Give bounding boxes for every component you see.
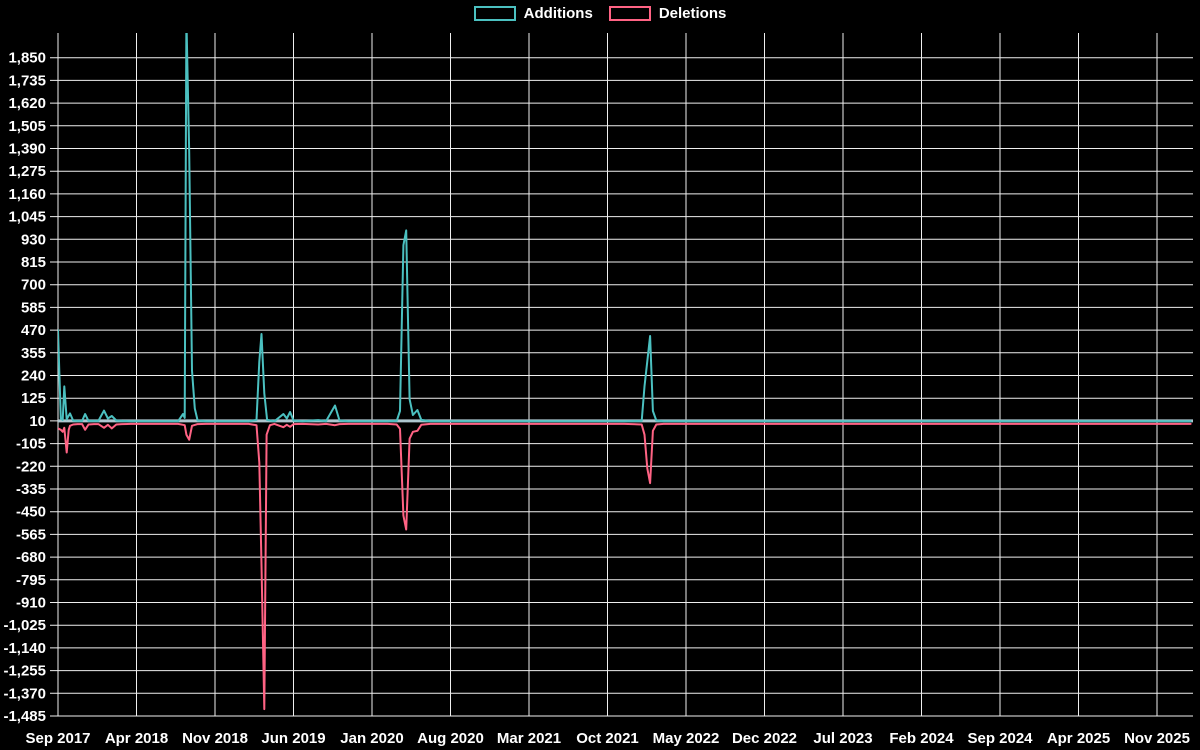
y-tick-label: -335 <box>16 481 46 498</box>
y-tick-label: 930 <box>21 231 46 248</box>
y-tick-label: -1,255 <box>3 663 46 680</box>
legend-item-deletions[interactable]: Deletions <box>608 5 727 22</box>
legend-label-additions: Additions <box>523 5 593 22</box>
y-tick-label: 355 <box>21 345 46 362</box>
deletions-line <box>58 422 1192 711</box>
x-tick-label: May 2022 <box>653 730 720 747</box>
y-tick-label: -105 <box>16 436 46 453</box>
x-tick-label: Jul 2023 <box>813 730 872 747</box>
y-tick-label: 815 <box>21 254 46 271</box>
deletions-swatch-icon <box>608 6 651 21</box>
legend-label-deletions: Deletions <box>658 5 727 22</box>
y-tick-label: 470 <box>21 322 46 339</box>
y-tick-label: 1,160 <box>8 186 46 203</box>
x-tick-label: Nov 2025 <box>1124 730 1190 747</box>
additions-swatch-icon <box>473 6 516 21</box>
x-tick-label: Sep 2024 <box>967 730 1033 747</box>
y-tick-label: 1,275 <box>8 163 46 180</box>
y-tick-label: -680 <box>16 549 46 566</box>
y-tick-label: 10 <box>29 413 46 430</box>
y-tick-label: 1,045 <box>8 209 46 226</box>
x-tick-label: Apr 2018 <box>105 730 168 747</box>
y-tick-label: -565 <box>16 526 46 543</box>
y-tick-label: -795 <box>16 572 46 589</box>
y-tick-label: 1,735 <box>8 72 46 89</box>
additions-line <box>58 33 1192 423</box>
y-tick-label: 125 <box>21 390 46 407</box>
y-tick-label: 1,620 <box>8 95 46 112</box>
y-tick-label: 240 <box>21 368 46 385</box>
x-tick-label: Feb 2024 <box>889 730 954 747</box>
y-tick-label: -450 <box>16 504 46 521</box>
x-tick-label: Dec 2022 <box>732 730 797 747</box>
x-tick-label: Nov 2018 <box>182 730 248 747</box>
y-tick-label: 1,390 <box>8 141 46 158</box>
legend-item-additions[interactable]: Additions <box>473 5 593 22</box>
y-tick-label: 700 <box>21 277 46 294</box>
x-tick-label: Jan 2020 <box>340 730 403 747</box>
y-tick-label: -910 <box>16 595 46 612</box>
x-tick-label: Sep 2017 <box>25 730 90 747</box>
x-tick-label: Apr 2025 <box>1047 730 1110 747</box>
y-tick-label: -1,370 <box>3 685 46 702</box>
y-tick-label: -1,025 <box>3 617 46 634</box>
x-tick-label: Aug 2020 <box>417 730 484 747</box>
x-tick-label: Oct 2021 <box>576 730 639 747</box>
y-tick-label: 1,850 <box>8 50 46 67</box>
y-tick-label: 585 <box>21 299 46 316</box>
x-tick-label: Mar 2021 <box>497 730 561 747</box>
x-tick-label: Jun 2019 <box>261 730 325 747</box>
y-tick-label: -220 <box>16 458 46 475</box>
y-tick-label: -1,140 <box>3 640 46 657</box>
y-tick-label: -1,485 <box>3 708 46 725</box>
y-tick-label: 1,505 <box>8 118 46 135</box>
chart-legend: Additions Deletions <box>0 6 1200 21</box>
